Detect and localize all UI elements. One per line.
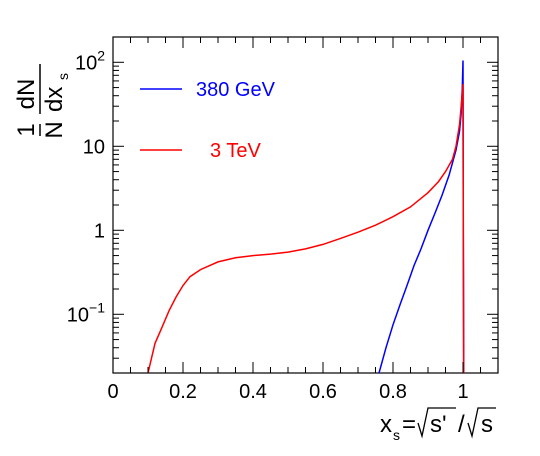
- x-tick-label: 0.8: [379, 381, 407, 403]
- axis-ticks: 0 0.2 0.4 0.6 0.8 1 10−1 1 10 102: [67, 36, 499, 403]
- y-title-num: 1: [13, 123, 40, 136]
- y-title-sub: s: [55, 73, 71, 80]
- data-curves: [147, 60, 465, 374]
- y-title-dx: dx: [41, 87, 68, 112]
- plot-frame: [112, 36, 499, 374]
- y-tick-label: 1: [94, 220, 105, 242]
- x-title-num: s': [430, 411, 447, 438]
- legend: 380 GeV 3 TeV: [140, 79, 276, 162]
- legend-label-series-0: 380 GeV: [196, 79, 276, 101]
- x-title-den: s: [481, 411, 493, 438]
- y-tick-label: 10−1: [67, 299, 105, 326]
- y-title-dn: dN: [13, 79, 40, 110]
- y-tick-label: 10: [83, 136, 105, 158]
- x-tick-label: 0.4: [239, 381, 267, 403]
- x-title-eq: =: [402, 411, 416, 438]
- x-tick-label: 0.6: [309, 381, 337, 403]
- series-line-0: [378, 60, 465, 374]
- sqrt-symbol-den: [467, 407, 496, 439]
- legend-label-series-1: 3 TeV: [210, 140, 261, 162]
- x-title-sub: s: [393, 427, 400, 443]
- x-title-slash: /: [458, 411, 465, 438]
- x-tick-label: 0.2: [169, 381, 197, 403]
- sqrt-symbol-num: [417, 407, 456, 439]
- y-title-den-n: N: [41, 121, 68, 138]
- x-title-main: x: [380, 411, 392, 438]
- y-tick-label: 102: [75, 47, 105, 74]
- x-axis-title: x s = s' / s: [380, 407, 496, 443]
- x-tick-label: 1: [457, 381, 468, 403]
- y-axis-title: 1 N dN dx s: [13, 64, 71, 139]
- series-line-1: [147, 84, 465, 374]
- x-tick-label: 0: [107, 381, 118, 403]
